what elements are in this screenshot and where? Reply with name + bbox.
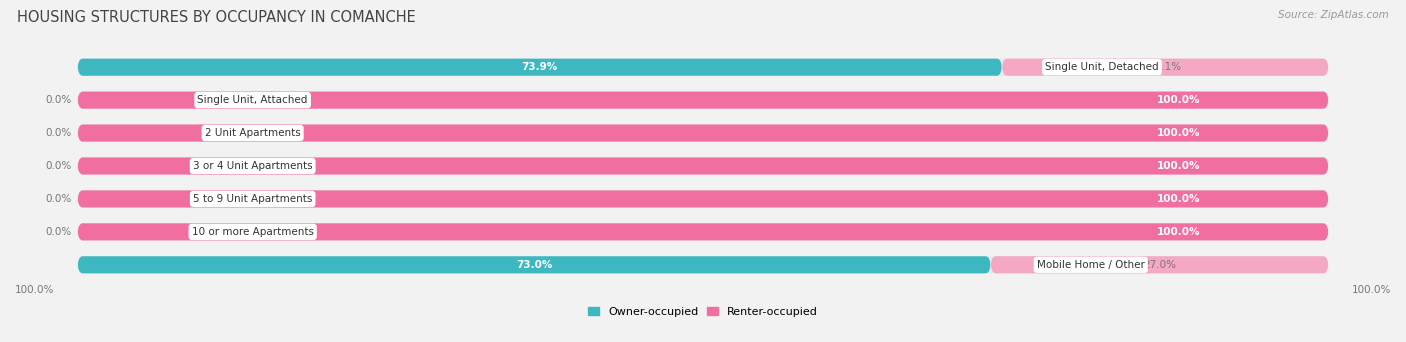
FancyBboxPatch shape (77, 92, 1329, 109)
Text: 100.0%: 100.0% (1157, 161, 1201, 171)
Text: 100.0%: 100.0% (1157, 128, 1201, 138)
FancyBboxPatch shape (1002, 58, 1329, 76)
Text: 3 or 4 Unit Apartments: 3 or 4 Unit Apartments (193, 161, 312, 171)
Text: 10 or more Apartments: 10 or more Apartments (191, 227, 314, 237)
Text: 5 to 9 Unit Apartments: 5 to 9 Unit Apartments (193, 194, 312, 204)
Text: 100.0%: 100.0% (1157, 95, 1201, 105)
Text: 0.0%: 0.0% (45, 128, 72, 138)
FancyBboxPatch shape (77, 190, 1329, 208)
Text: 73.9%: 73.9% (522, 62, 558, 72)
Text: 100.0%: 100.0% (1351, 285, 1391, 295)
FancyBboxPatch shape (991, 256, 1329, 273)
Text: 0.0%: 0.0% (45, 95, 72, 105)
FancyBboxPatch shape (77, 223, 1329, 240)
FancyBboxPatch shape (77, 157, 1329, 174)
Text: 27.0%: 27.0% (1143, 260, 1175, 270)
FancyBboxPatch shape (77, 92, 1329, 109)
Text: 100.0%: 100.0% (1157, 194, 1201, 204)
FancyBboxPatch shape (77, 190, 1329, 208)
Legend: Owner-occupied, Renter-occupied: Owner-occupied, Renter-occupied (588, 307, 818, 317)
Text: Single Unit, Detached: Single Unit, Detached (1045, 62, 1159, 72)
FancyBboxPatch shape (77, 58, 1329, 76)
Text: 100.0%: 100.0% (1157, 227, 1201, 237)
FancyBboxPatch shape (77, 157, 1329, 174)
FancyBboxPatch shape (77, 256, 991, 273)
Text: 100.0%: 100.0% (15, 285, 55, 295)
FancyBboxPatch shape (77, 124, 1329, 142)
Text: Single Unit, Attached: Single Unit, Attached (197, 95, 308, 105)
FancyBboxPatch shape (77, 256, 1329, 273)
Text: 0.0%: 0.0% (45, 161, 72, 171)
FancyBboxPatch shape (77, 124, 1329, 142)
Text: Source: ZipAtlas.com: Source: ZipAtlas.com (1278, 10, 1389, 20)
Text: HOUSING STRUCTURES BY OCCUPANCY IN COMANCHE: HOUSING STRUCTURES BY OCCUPANCY IN COMAN… (17, 10, 416, 25)
FancyBboxPatch shape (77, 223, 1329, 240)
Text: Mobile Home / Other: Mobile Home / Other (1036, 260, 1144, 270)
Text: 26.1%: 26.1% (1149, 62, 1182, 72)
Text: 0.0%: 0.0% (45, 227, 72, 237)
Text: 73.0%: 73.0% (516, 260, 553, 270)
FancyBboxPatch shape (77, 58, 1002, 76)
Text: 0.0%: 0.0% (45, 194, 72, 204)
Text: 2 Unit Apartments: 2 Unit Apartments (205, 128, 301, 138)
